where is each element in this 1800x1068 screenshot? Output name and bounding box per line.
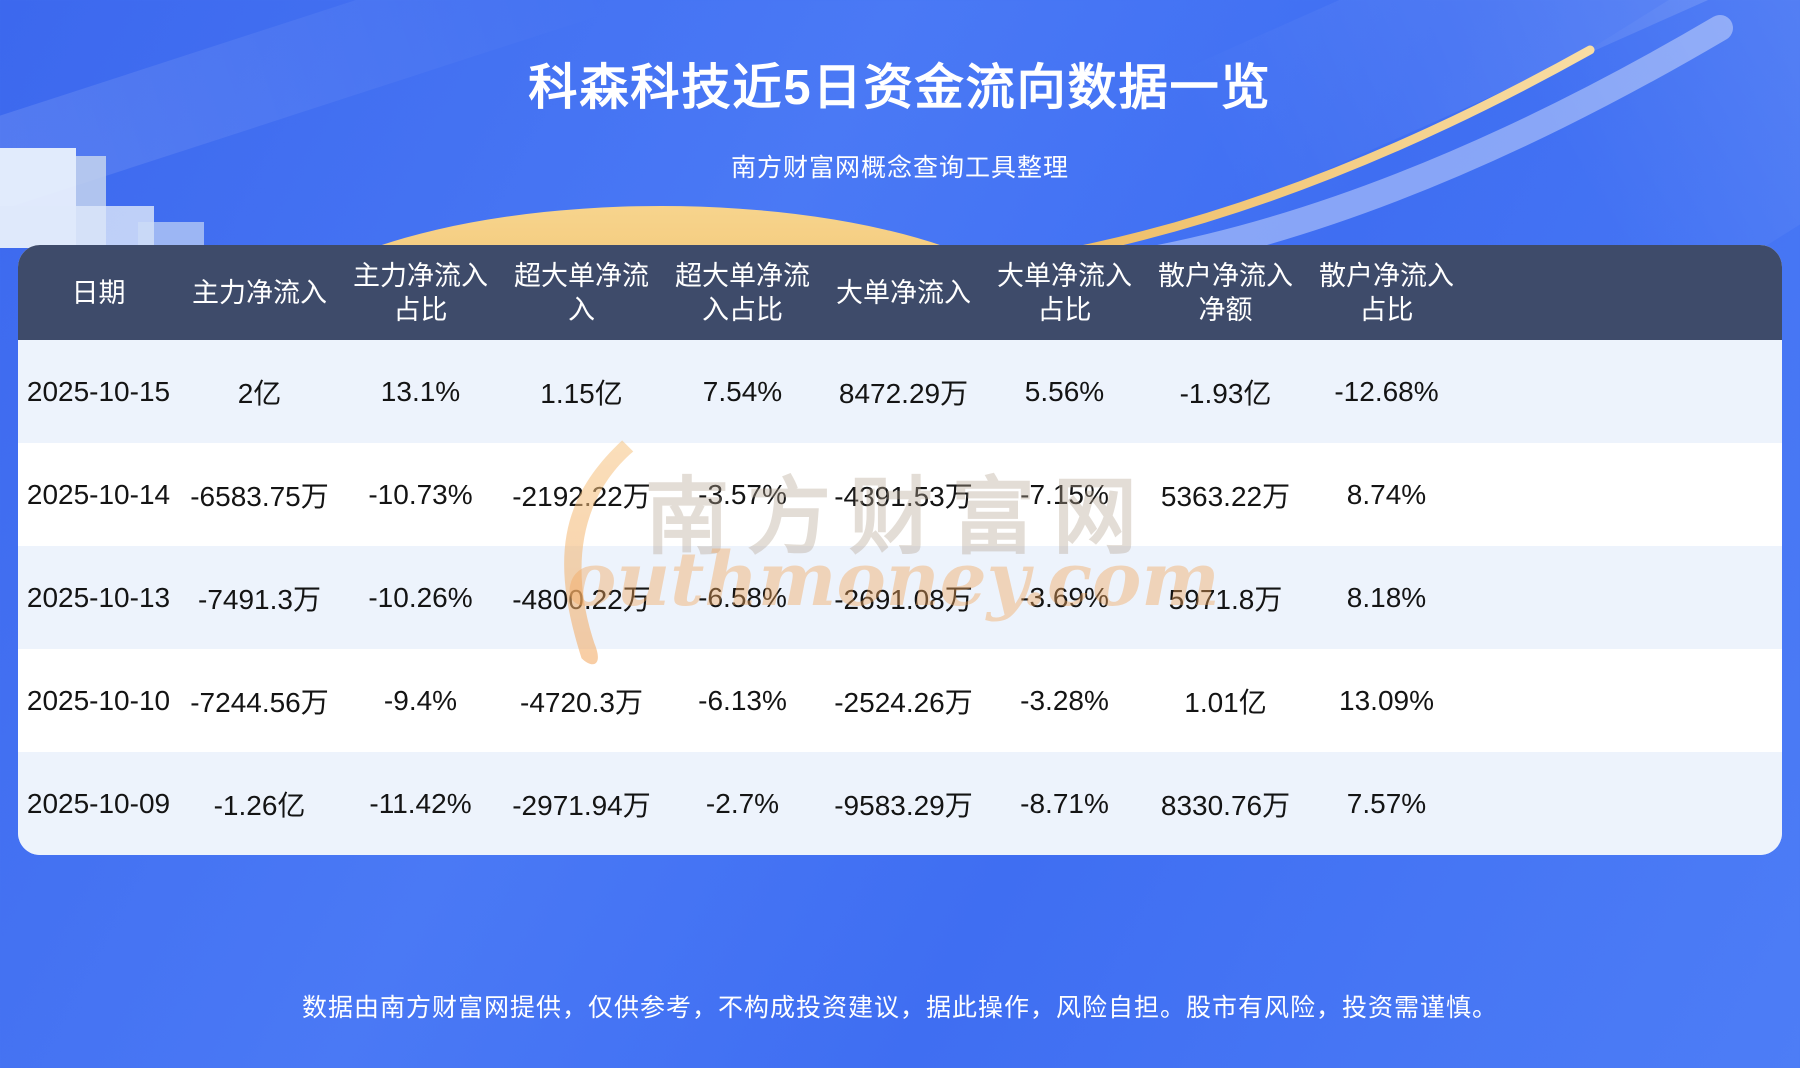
table-cell: -6.58% <box>698 581 787 613</box>
table-row: 2025-10-14 -6583.75万 -10.73% -2192.22万 -… <box>18 443 1782 546</box>
table-cell-date: 2025-10-09 <box>26 787 171 819</box>
column-header-retail-net-inflow-pct: 散户净流入 占比 <box>1319 260 1454 325</box>
table-cell: 7.57% <box>1346 787 1427 819</box>
table-cell: 1.01亿 <box>1184 686 1267 718</box>
table-cell-date: 2025-10-14 <box>26 478 171 510</box>
table-cell: -2524.26万 <box>834 686 973 718</box>
table-cell: -4720.3万 <box>520 686 643 718</box>
column-header-main-net-inflow-pct: 主力净流入 占比 <box>353 260 488 325</box>
table-cell: -10.26% <box>368 581 473 613</box>
table-cell: 1.15亿 <box>540 377 623 409</box>
table-cell: 8472.29万 <box>838 377 969 409</box>
table-cell: -2691.08万 <box>834 583 973 615</box>
table-cell-date: 2025-10-13 <box>26 581 171 613</box>
table-cell: 8.18% <box>1346 581 1427 613</box>
table-row: 2025-10-10 -7244.56万 -9.4% -4720.3万 -6.1… <box>18 649 1782 752</box>
table-cell: -1.26亿 <box>213 789 306 821</box>
column-header-xl-order-net-inflow-pct: 超大单净流 入占比 <box>675 260 810 325</box>
table-cell-date: 2025-10-15 <box>26 375 171 407</box>
column-header-date: 日期 <box>71 277 126 308</box>
table-cell: -3.57% <box>698 478 787 510</box>
table-cell: 8.74% <box>1346 478 1427 510</box>
table-cell: -7.15% <box>1020 478 1109 510</box>
column-header-large-order-net-inflow: 大单净流入 <box>836 277 971 308</box>
table-row: 2025-10-13 -7491.3万 -10.26% -4800.22万 -6… <box>18 546 1782 649</box>
table-header-row: 日期 主力净流入 主力净流入 占比 超大单净流入 超大单净流 入占比 大单净流入 大… <box>18 245 1782 340</box>
table-cell: 8330.76万 <box>1160 789 1291 821</box>
page-title: 科森科技近5日资金流向数据一览 <box>528 61 1272 115</box>
page-subtitle: 南方财富网概念查询工具整理 <box>730 154 1069 182</box>
column-header-main-net-inflow: 主力净流入 <box>192 277 327 308</box>
table-cell: 5971.8万 <box>1168 583 1283 615</box>
table-cell: -4800.22万 <box>512 583 651 615</box>
table-row: 2025-10-09 -1.26亿 -11.42% -2971.94万 -2.7… <box>18 752 1782 855</box>
table-cell: 2亿 <box>237 377 282 409</box>
table-cell: 7.54% <box>702 375 783 407</box>
table-cell: -3.69% <box>1020 581 1109 613</box>
table-cell: -4391.53万 <box>834 480 973 512</box>
table-cell: 5363.22万 <box>1160 480 1291 512</box>
table-row: 2025-10-15 2亿 13.1% 1.15亿 7.54% 8472.29万… <box>18 340 1782 443</box>
disclaimer-text: 数据由南方财富网提供，仅供参考，不构成投资建议，据此操作，风险自担。股市有风险，… <box>301 994 1498 1022</box>
table-cell: -10.73% <box>368 478 473 510</box>
fund-flow-table: 日期 主力净流入 主力净流入 占比 超大单净流入 超大单净流 入占比 大单净流入 大… <box>18 245 1782 855</box>
table-cell: -2192.22万 <box>512 480 651 512</box>
table-cell: -1.93亿 <box>1179 377 1272 409</box>
table-cell: -2.7% <box>705 787 780 819</box>
column-header-large-order-net-inflow-pct: 大单净流入 占比 <box>997 260 1132 325</box>
table-cell-date: 2025-10-10 <box>26 684 171 716</box>
column-header-retail-net-inflow: 散户净流入 净额 <box>1158 260 1293 325</box>
column-header-xl-order-net-inflow: 超大单净流入 <box>514 260 649 325</box>
table-cell: -2971.94万 <box>512 789 651 821</box>
table-cell: 13.1% <box>380 375 461 407</box>
building-graphic <box>0 206 154 248</box>
table-cell: -6583.75万 <box>190 480 329 512</box>
table-cell: 5.56% <box>1024 375 1105 407</box>
table-cell: -3.28% <box>1020 684 1109 716</box>
table-cell: -6.13% <box>698 684 787 716</box>
table-cell: -8.71% <box>1020 787 1109 819</box>
table-cell: -9.4% <box>383 684 458 716</box>
table-cell: -11.42% <box>369 787 472 819</box>
table-cell: -7244.56万 <box>190 686 329 718</box>
table-cell: -12.68% <box>1334 375 1439 407</box>
table-cell: 13.09% <box>1339 684 1434 716</box>
light-streak <box>0 0 616 246</box>
table-cell: -7491.3万 <box>198 583 321 615</box>
table-cell: -9583.29万 <box>834 789 973 821</box>
